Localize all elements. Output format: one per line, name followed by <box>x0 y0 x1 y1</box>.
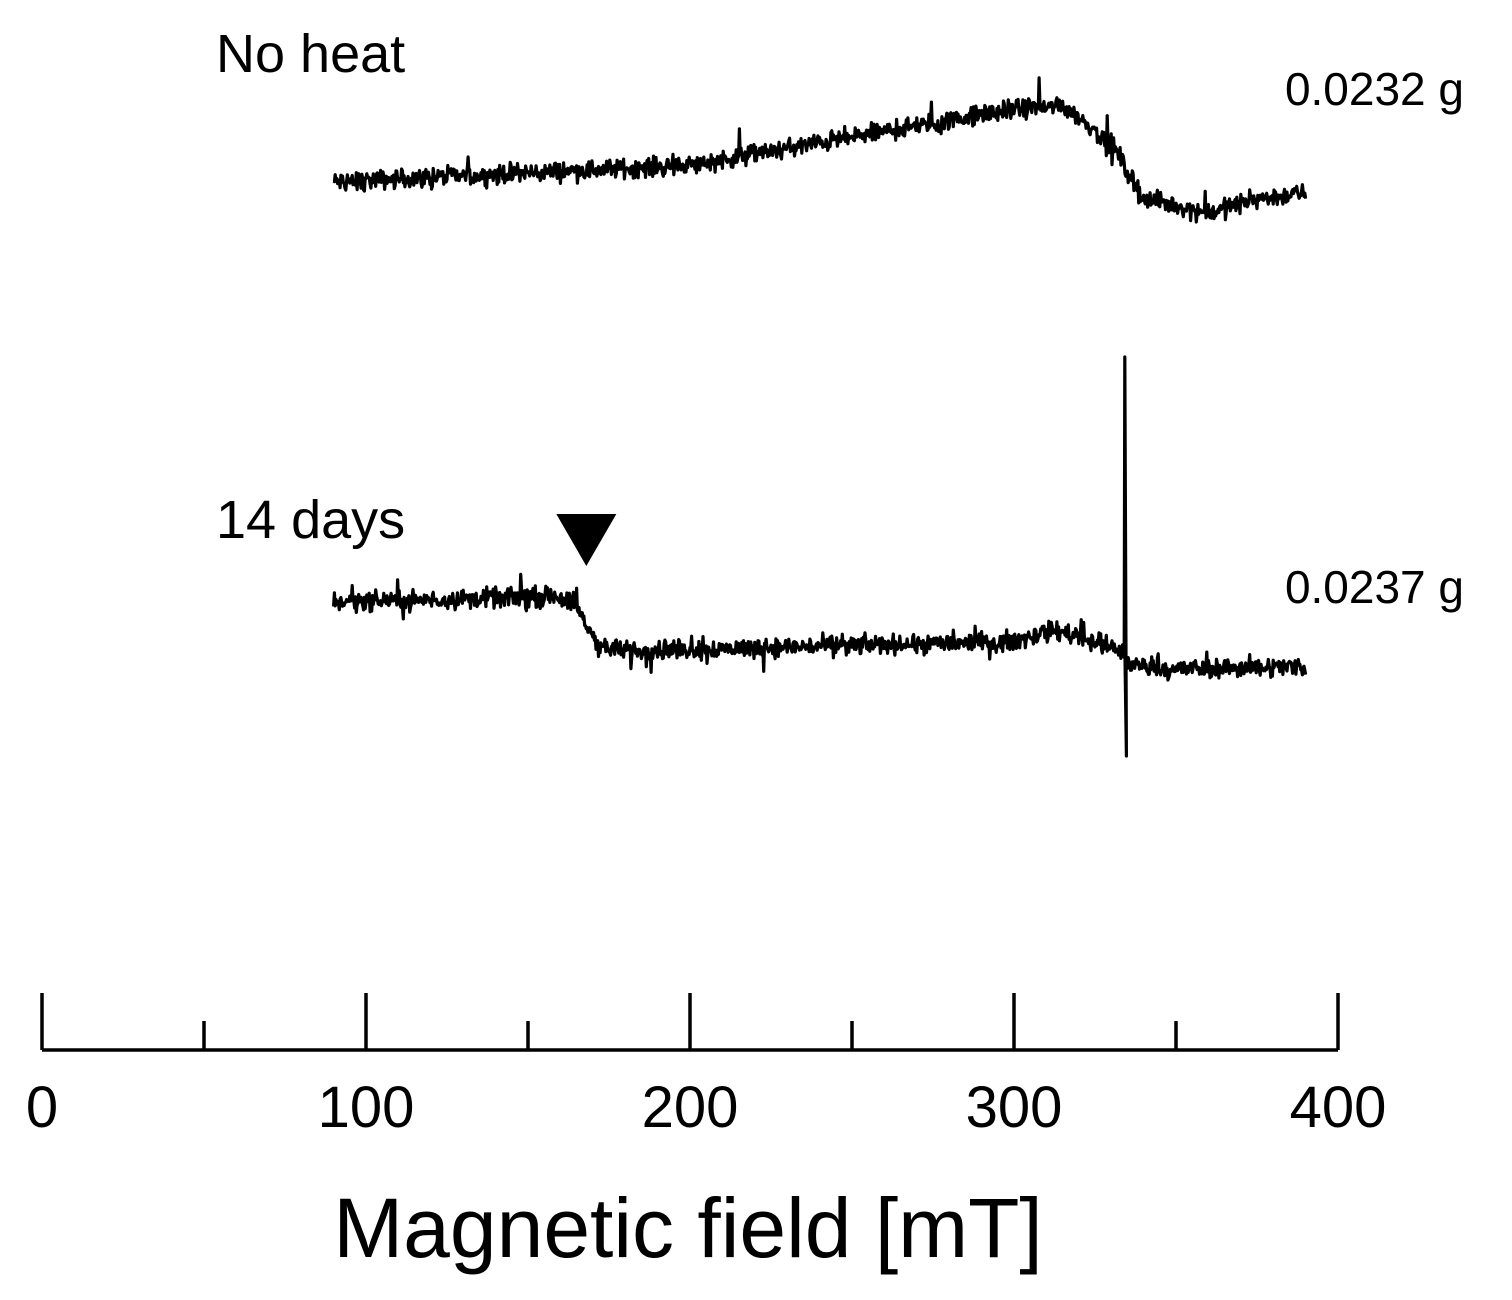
x-tick-label: 400 <box>1290 1075 1387 1140</box>
x-tick-label: 300 <box>966 1075 1063 1140</box>
spectra <box>332 76 1308 758</box>
spectrum-trace-2 <box>332 355 1308 758</box>
x-axis-title: Magnetic field [mT] <box>333 1181 1043 1275</box>
triangle-down-marker-icon <box>556 514 617 566</box>
sample-mass-label-1: 0.0232 g <box>1285 63 1464 115</box>
x-tick-label: 0 <box>26 1075 58 1140</box>
series-label-1: No heat <box>216 24 405 84</box>
spectrum-trace-1 <box>332 76 1308 224</box>
series-label-2: 14 days <box>216 490 405 550</box>
sample-mass-label-2: 0.0237 g <box>1285 561 1464 613</box>
annotations <box>556 514 617 566</box>
series-labels: No heat 0.0232 g 14 days 0.0237 g <box>216 24 1464 613</box>
x-axis: 0 100 200 300 400 <box>26 993 1387 1140</box>
x-tick-label: 100 <box>318 1075 415 1140</box>
x-tick-label: 200 <box>642 1075 739 1140</box>
